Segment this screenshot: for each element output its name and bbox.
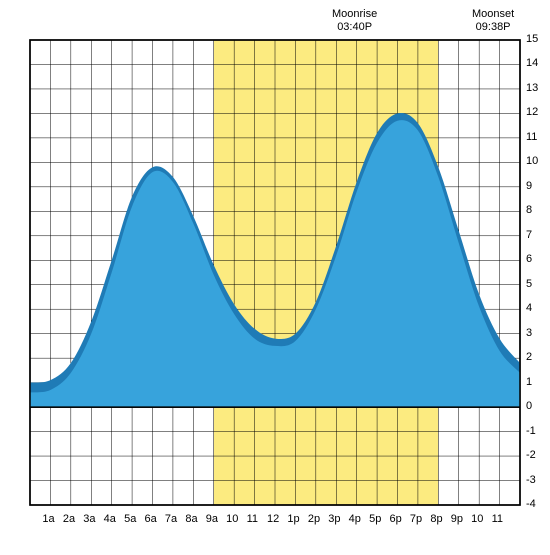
moonrise-time: 03:40P bbox=[337, 21, 372, 33]
x-tick-label: 10 bbox=[471, 513, 483, 525]
moonset-time: 09:38P bbox=[476, 21, 511, 33]
x-tick-label: 11 bbox=[247, 513, 258, 525]
y-tick-label: 12 bbox=[526, 106, 538, 118]
y-tick-label: 11 bbox=[526, 131, 537, 143]
x-tick-label: 1a bbox=[42, 513, 54, 525]
chart-svg bbox=[0, 0, 550, 550]
y-tick-label: 8 bbox=[526, 204, 532, 216]
x-tick-label: 8p bbox=[430, 513, 442, 525]
moonrise-label: Moonrise03:40P bbox=[332, 8, 377, 34]
y-tick-label: 10 bbox=[526, 155, 538, 167]
y-tick-label: 7 bbox=[526, 229, 532, 241]
y-tick-label: 14 bbox=[526, 57, 538, 69]
y-tick-label: 3 bbox=[526, 327, 532, 339]
y-tick-label: 13 bbox=[526, 82, 538, 94]
x-tick-label: 4p bbox=[349, 513, 361, 525]
y-tick-label: 15 bbox=[526, 33, 538, 45]
y-tick-label: 4 bbox=[526, 302, 532, 314]
x-tick-label: 5a bbox=[124, 513, 136, 525]
moonset-label: Moonset09:38P bbox=[472, 8, 514, 34]
tide-chart: -4-3-2-101234567891011121314151a2a3a4a5a… bbox=[0, 0, 550, 550]
moonrise-title: Moonrise bbox=[332, 8, 377, 20]
y-tick-label: 5 bbox=[526, 278, 532, 290]
x-tick-label: 9p bbox=[451, 513, 463, 525]
y-tick-label: 6 bbox=[526, 253, 532, 265]
x-tick-label: 2p bbox=[308, 513, 320, 525]
x-tick-label: 5p bbox=[369, 513, 381, 525]
x-tick-label: 6a bbox=[145, 513, 157, 525]
y-tick-label: 0 bbox=[526, 400, 532, 412]
x-tick-label: 2a bbox=[63, 513, 75, 525]
x-tick-label: 10 bbox=[226, 513, 238, 525]
x-tick-label: 3p bbox=[328, 513, 340, 525]
x-tick-label: 6p bbox=[390, 513, 402, 525]
y-tick-label: -1 bbox=[526, 425, 536, 437]
x-tick-label: 12 bbox=[267, 513, 279, 525]
x-tick-label: 8a bbox=[185, 513, 197, 525]
x-tick-label: 3a bbox=[83, 513, 95, 525]
x-tick-label: 4a bbox=[104, 513, 116, 525]
y-tick-label: 2 bbox=[526, 351, 532, 363]
y-tick-label: -2 bbox=[526, 449, 536, 461]
y-tick-label: 1 bbox=[526, 376, 532, 388]
moonset-title: Moonset bbox=[472, 8, 514, 20]
x-tick-label: 9a bbox=[206, 513, 218, 525]
x-tick-label: 7a bbox=[165, 513, 177, 525]
y-tick-label: 9 bbox=[526, 180, 532, 192]
x-tick-label: 11 bbox=[492, 513, 503, 525]
y-tick-label: -4 bbox=[526, 498, 536, 510]
x-tick-label: 7p bbox=[410, 513, 422, 525]
x-tick-label: 1p bbox=[287, 513, 299, 525]
y-tick-label: -3 bbox=[526, 474, 536, 486]
